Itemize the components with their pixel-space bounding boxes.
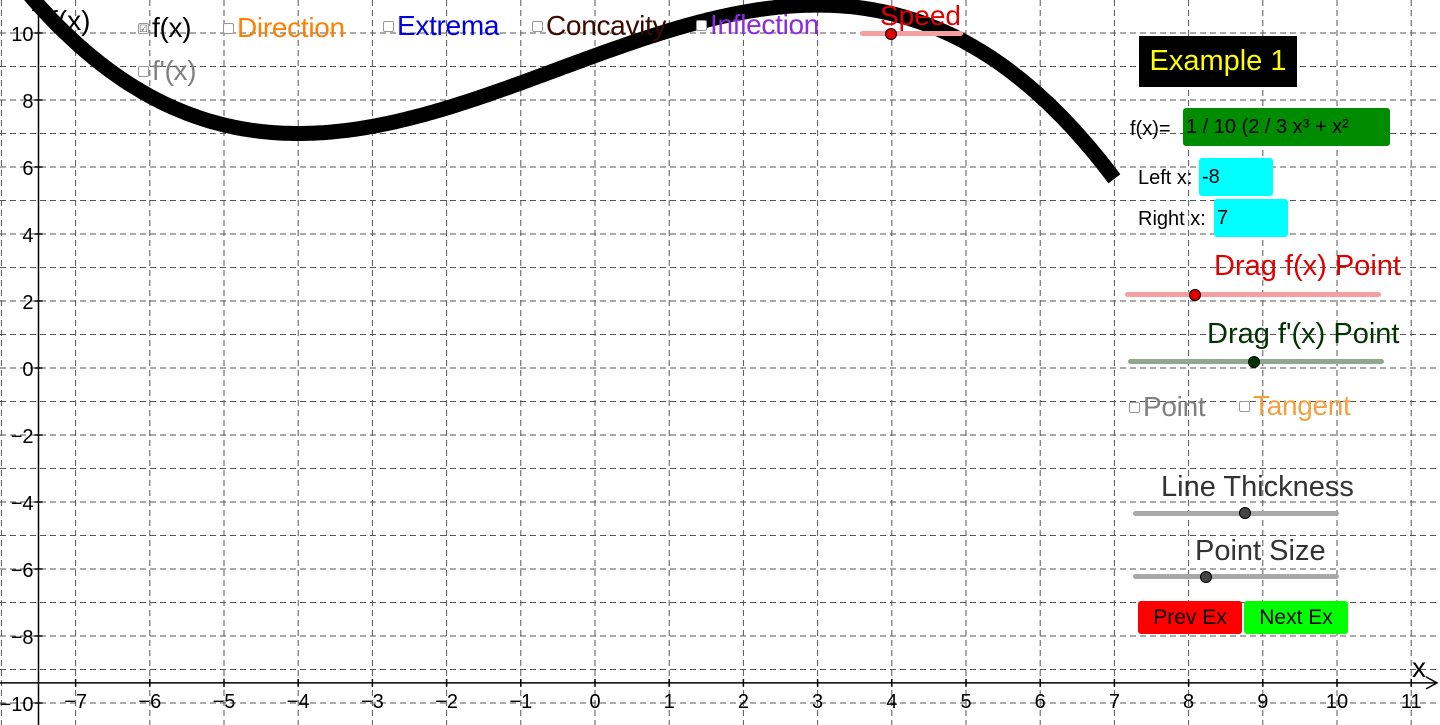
inflection-checkbox[interactable]: Inflection [696, 9, 819, 41]
prev-example-button[interactable]: Prev Ex [1138, 601, 1242, 634]
x-tick-label: 11 [1401, 691, 1422, 713]
drag-fprime-slider-handle[interactable] [1248, 356, 1260, 368]
inflection-box-icon [696, 19, 707, 31]
direction-checkbox-label: Direction [237, 12, 345, 43]
drag-fprime-label: Drag f'(x) Point [1207, 318, 1400, 350]
x-tick-label: −2 [435, 691, 458, 713]
point-checkbox[interactable]: Point [1129, 391, 1206, 423]
next-example-button[interactable]: Next Ex [1244, 601, 1348, 634]
fprime-box-icon [138, 65, 149, 77]
line-thickness-label: Line Thickness [1161, 471, 1354, 503]
x-tick-label: 0 [589, 691, 600, 713]
x-tick-label: 5 [960, 691, 971, 713]
y-tick-label: 4 [22, 225, 33, 247]
y-tick-label: 2 [22, 292, 33, 314]
x-tick-label: 2 [738, 691, 749, 713]
x-tick-label: 3 [812, 691, 823, 713]
y-tick-label: −4 [11, 493, 34, 515]
left-x-input[interactable]: -8 [1199, 158, 1273, 196]
y-tick-label: −6 [11, 560, 34, 582]
direction-box-icon [223, 22, 234, 34]
point-size-label: Point Size [1195, 535, 1326, 567]
x-tick-label: −6 [138, 691, 161, 713]
y-tick-label: 8 [22, 91, 33, 113]
drag-fx-slider-track[interactable] [1125, 292, 1381, 297]
fprime-checkbox[interactable]: f'(x) [138, 55, 197, 87]
x-tick-label: 4 [886, 691, 897, 713]
extrema-box-icon [383, 20, 394, 32]
x-axis-arrow-icon [1425, 676, 1439, 690]
direction-checkbox[interactable]: Direction [223, 12, 345, 44]
inflection-checkbox-label: Inflection [710, 9, 820, 40]
speed-slider-handle[interactable] [885, 28, 897, 40]
y-tick-label: −10 [0, 694, 34, 716]
tick-labels: −7 −6 −5 −4 −3 −2 −1 0 1 2 3 4 5 6 7 8 9 10 111086420−2−4−… [0, 24, 1422, 716]
concavity-checkbox[interactable]: Concavity [532, 10, 667, 42]
tangent-checkbox[interactable]: Tangent [1239, 390, 1351, 422]
point-box-icon [1129, 401, 1140, 413]
tangent-box-icon [1239, 400, 1250, 412]
y-tick-label: 6 [22, 158, 33, 180]
concavity-checkbox-label: Concavity [546, 10, 667, 41]
example-title: Example 1 [1139, 36, 1297, 87]
fprime-checkbox-label: f'(x) [152, 55, 197, 86]
x-tick-label: −5 [213, 691, 236, 713]
y-tick-label: −8 [11, 627, 34, 649]
function-input[interactable]: 1 / 10 (2 / 3 x³ + x² [1183, 108, 1390, 146]
point-checkbox-label: Point [1143, 391, 1206, 422]
x-tick-label: 7 [1109, 691, 1120, 713]
speed-label: Speed [880, 0, 961, 31]
fx-checkbox-label: f(x) [152, 12, 192, 43]
point-size-slider-track[interactable] [1133, 574, 1339, 579]
y-axis-label: f(x) [50, 5, 90, 36]
x-tick-label: 1 [664, 691, 675, 713]
x-axis-label: x [1412, 652, 1426, 683]
x-tick-label: −7 [64, 691, 87, 713]
x-tick-label: 9 [1257, 691, 1268, 713]
x-tick-label: 8 [1183, 691, 1194, 713]
point-size-slider-handle[interactable] [1200, 571, 1212, 583]
y-tick-label: 10 [11, 24, 33, 46]
function-input-label: f(x)= [1130, 118, 1171, 140]
right-x-label: Right x: [1138, 208, 1206, 230]
y-tick-label: 0 [22, 359, 33, 381]
function-curve [24, 0, 1121, 184]
x-tick-label: 10 [1326, 691, 1348, 713]
tangent-checkbox-label: Tangent [1253, 390, 1351, 421]
extrema-checkbox-label: Extrema [397, 10, 500, 41]
x-tick-label: −3 [361, 691, 384, 713]
speed-slider-track[interactable] [860, 31, 963, 36]
drag-fx-slider-handle[interactable] [1189, 289, 1201, 301]
left-x-label: Left x: [1138, 167, 1193, 189]
y-tick-label: −2 [11, 426, 34, 448]
x-tick-label: −4 [287, 691, 310, 713]
x-tick-label: 6 [1035, 691, 1046, 713]
fx-checkbox[interactable]: ☑ f(x) [138, 12, 192, 44]
extrema-checkbox[interactable]: Extrema [383, 10, 499, 42]
line-thickness-slider-handle[interactable] [1239, 507, 1251, 519]
right-x-input[interactable]: 7 [1214, 199, 1288, 237]
drag-fx-label: Drag f(x) Point [1214, 250, 1401, 282]
concavity-box-icon [532, 20, 543, 32]
fx-check-icon: ☑ [138, 22, 149, 35]
x-tick-label: −1 [509, 691, 532, 713]
line-thickness-slider-track[interactable] [1133, 511, 1339, 516]
